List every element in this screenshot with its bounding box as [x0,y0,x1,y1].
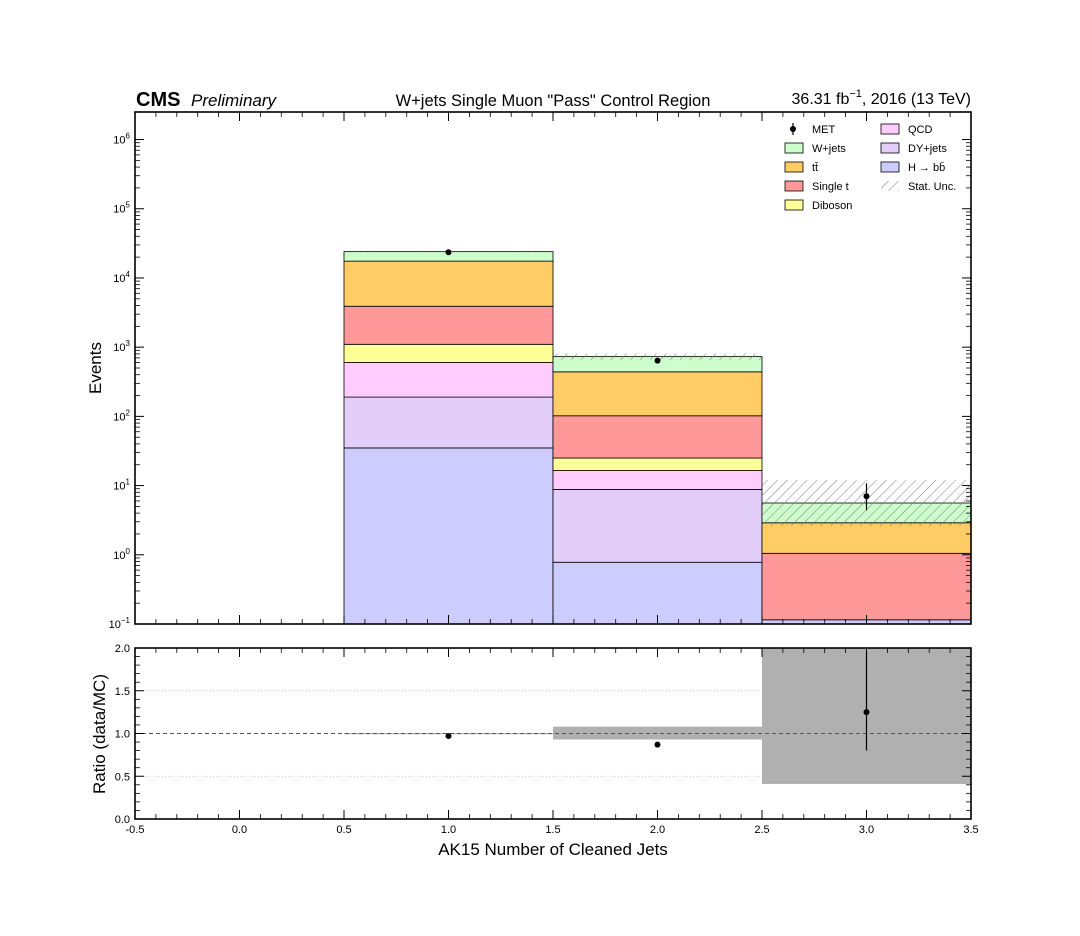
y-tick-exponent: 1 [126,478,131,487]
stack-bar [552,489,763,563]
data-point [863,493,870,500]
x-tick-label: -0.5 [126,824,145,836]
stack-bar [761,522,972,554]
y-tick-exponent: 4 [126,270,131,279]
y-tick-label: 102 [113,408,130,423]
x-tick-label: 0.0 [232,824,247,836]
legend-label: DY+jets [908,143,947,155]
stack-bar [552,561,763,625]
stack-bar [552,371,763,417]
stack-bar [343,447,554,625]
ratio-point [863,709,870,716]
lumi-exponent: −1 [849,88,862,100]
y-tick-base: 10 [113,204,125,216]
stack-bar [343,305,554,345]
stack-bar [343,260,554,307]
stack-bar [761,552,972,621]
status-label: Preliminary [191,91,278,110]
stack-bar [552,457,763,471]
ratio-y-tick-label: 0.0 [115,814,130,826]
ratio-panel: 0.00.51.01.52.0-0.5 0.0 0.5 1.0 1.5 2.0 2.5 3.0… [115,643,979,836]
experiment-label: CMS [136,89,180,111]
data-point [445,249,452,256]
ratio-y-tick-label: 1.5 [115,686,130,698]
y-tick-base: 10 [113,342,125,354]
legend-label: H → bb̄ [908,161,945,174]
ratio-point [654,741,661,748]
legend-swatch [880,161,900,173]
x-tick-label: 3.0 [859,824,874,836]
ratio-unc-band [553,726,762,740]
y-tick-label: 104 [113,270,130,285]
legend-label: Single t [812,181,849,193]
lumi-suffix: , 2016 (13 TeV) [862,91,971,108]
y-tick-base: 10 [113,273,125,285]
x-axis-label: AK15 Number of Cleaned Jets [438,840,668,859]
y-tick-label: 100 [113,547,130,562]
legend-swatch [880,142,900,154]
y-tick-exponent: 5 [126,201,131,210]
y-tick-base: 10 [109,619,121,631]
stack-bar [343,362,554,398]
y-tick-base: 10 [113,411,125,423]
ratio-y-axis-label: Ratio (data/MC) [90,674,109,794]
ratio-point [445,733,452,740]
legend-label: Diboson [812,200,852,212]
y-tick-label: 103 [113,339,130,354]
y-tick-base: 10 [113,135,125,147]
legend-label: Stat. Unc. [908,181,956,193]
y-tick-exponent: 3 [126,339,131,348]
legend-label: MET [812,124,836,136]
y-tick-exponent: 0 [126,547,131,556]
legend-label: QCD [908,124,933,136]
y-tick-label: 10−1 [109,616,131,631]
y-tick-label: 105 [113,201,130,216]
y-tick-base: 10 [113,481,125,493]
y-tick-exponent: 6 [126,132,131,141]
y-tick-exponent: 2 [126,408,131,417]
y-tick-base: 10 [113,550,125,562]
ratio-y-tick-label: 2.0 [115,643,130,655]
ratio-y-tick-label: 1.0 [115,729,130,741]
data-point [654,357,661,364]
x-tick-label: 3.5 [963,824,978,836]
legend-marker-data [790,126,796,132]
x-tick-label: 2.5 [754,824,769,836]
legend-swatch [784,142,804,154]
top-panel: 10−1100101102103104105106METW+jetstt̄Sin… [109,111,972,631]
legend-swatch [880,123,900,135]
ratio-y-tick-label: 0.5 [115,771,130,783]
y-tick-exponent: −1 [121,616,131,625]
top-y-axis-label: Events [86,342,105,394]
legend-label: W+jets [812,143,846,155]
stack-bar [343,343,554,363]
lumi-label: 36.31 fb−1, 2016 (13 TeV) [792,88,971,108]
chart-title: W+jets Single Muon "Pass" Control Region [396,92,711,110]
legend-label: tt̄ [812,162,818,174]
stat-unc-band [553,353,762,360]
x-tick-label: 0.5 [336,824,351,836]
x-tick-label: 1.5 [545,824,560,836]
stack-bar [552,415,763,459]
x-tick-label: 2.0 [650,824,665,836]
legend-swatch-hatch [881,181,899,191]
x-tick-label: 1.0 [441,824,456,836]
legend-swatch [784,161,804,173]
legend-swatch [784,180,804,192]
y-tick-label: 106 [113,132,130,147]
stack-bar [343,396,554,449]
y-tick-label: 101 [113,478,130,493]
legend-swatch [784,199,804,211]
stack-bar [552,470,763,490]
lumi-value: 36.31 fb [792,91,850,108]
legend: MET W+jets tt̄ Single t Diboson QCD DY+jets H →… [784,123,956,212]
